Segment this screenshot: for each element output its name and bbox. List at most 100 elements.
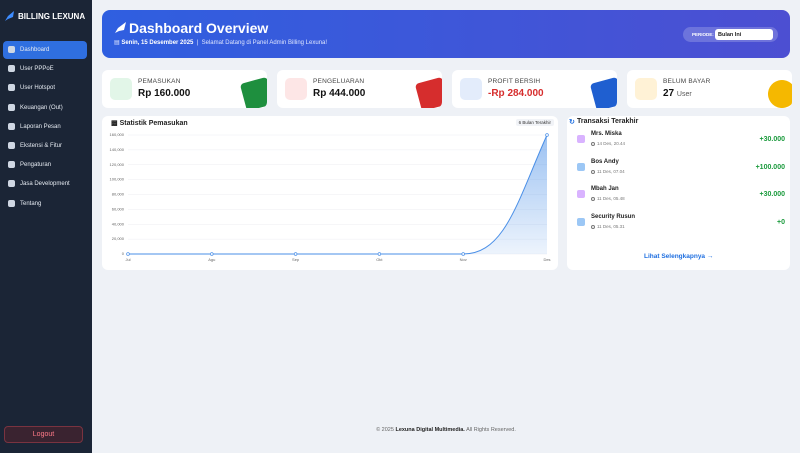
sidebar: BILLING LEXUNA Dashboard User PPPoE User H… [0,0,92,453]
transaction-time: 11 Des, 07.04 [597,168,625,174]
menu-icon [8,161,15,169]
transaction-icon [577,162,585,171]
point [126,252,130,256]
menu-label: Keuangan (Out) [20,104,63,111]
x-tick-label: Des [543,257,550,262]
point [377,252,382,256]
menu-item[interactable]: Laporan Pesan [3,118,87,136]
stat-value: 27 User [663,88,692,99]
stat-value: Rp 160.000 [138,88,190,99]
menu-item[interactable]: Dashboard [3,41,87,59]
header-date: Senin, 15 Desember 2025 [121,40,194,46]
transaction-clock [591,169,595,174]
transaction-name: Mrs. Miska [591,131,622,137]
stat-decoration [239,76,267,108]
point [545,133,549,137]
stat-number: -Rp 284.000 [488,88,544,99]
transaction: Mrs. Miska 14 Des, 20.44 +30.000 [575,128,785,154]
y-tick-label: 120,000 [110,162,125,167]
menu-label: User Hotspot [20,85,56,92]
menu-item[interactable]: User PPPoE [3,60,87,78]
transaction-amount: +30.000 [759,191,786,199]
x-tick-label: Sep [292,257,300,262]
menu-label: Tentang [20,200,42,207]
stat-card: PROFIT BERSIH -Rp 284.000 [452,70,617,108]
menu-item[interactable]: Pengaturan [3,156,87,174]
menu-label: Jasa Development [20,181,70,188]
transactions-card: ↻ Transaksi Terakhir Mrs. Miska 14 Des, 2… [567,116,790,270]
y-tick-label: 20,000 [112,236,125,241]
transaction-icon [577,135,585,143]
transaction-time: 14 Des, 20.44 [597,141,626,146]
transaction-clock [591,225,595,230]
transaction-amount: +0 [777,219,785,227]
stat-decoration [764,76,792,108]
stat-label: PROFIT BERSIH [488,78,541,85]
period-select[interactable]: Bulan Ini [715,29,773,40]
brand: BILLING LEXUNA [18,12,86,21]
y-tick-label: 0 [122,251,125,256]
chart-badge: 6 Bulan Terakhir [515,119,554,126]
logo [5,11,14,21]
point [461,252,465,256]
x-tick-label: Nov [460,257,467,262]
more-link[interactable]: Lihat Selengkapnya → [644,253,714,260]
stat-number: Rp 160.000 [138,88,191,99]
transaction-amount: +30.000 [759,136,786,143]
header: Dashboard Overview ▤ Senin, 15 Desember … [102,10,790,58]
stat-icon [460,78,482,100]
area [128,135,547,254]
stat-label: PENGELUARAN [313,78,365,85]
transaction: Mbah Jan 11 Des, 05.48 +30.000 [575,183,785,209]
x-tick-label: Jul [125,257,130,262]
menu-icon [8,103,15,111]
stat-number: 27 [663,88,675,99]
stat-icon [110,78,132,100]
stat-icon [285,78,307,100]
y-tick-label: 100,000 [110,177,125,182]
menu-label: Ekstensi & Fitur [20,143,63,149]
menu-label: User PPPoE [20,66,54,73]
rocket-icon [115,22,126,33]
transaction-name: Bos Andy [591,158,619,165]
transaction-clock [591,142,595,146]
stat-card: PENGELUARAN Rp 444.000 [277,70,442,108]
transaction-icon [577,190,585,199]
transaction-amount: +100.000 [755,163,785,171]
menu-item[interactable]: Tentang [3,195,87,213]
menu-icon [8,142,15,149]
transaction: Bos Andy 11 Des, 07.04 +100.000 [575,156,785,182]
menu-item[interactable]: Keuangan (Out) [3,99,87,117]
menu-icon [8,180,15,188]
logout-label: Logout [32,431,55,438]
menu-item[interactable]: Jasa Development [3,175,87,193]
menu-icon [8,46,15,53]
y-tick-label: 160,000 [110,132,125,137]
header-sub: ▤ Senin, 15 Desember 2025 | Selamat Data… [114,40,328,46]
transaction-name: Security Rusun [591,214,636,221]
stat-decoration [414,76,442,108]
menu-item[interactable]: Ekstensi & Fitur [3,137,87,155]
transaction-icon [577,218,585,227]
menu-label: Pengaturan [20,162,52,169]
y-tick-label: 40,000 [112,221,125,226]
menu-icon [8,65,15,73]
transactions-icon: ↻ [569,119,575,126]
transactions-title: Transaksi Terakhir [577,118,639,125]
footer-suffix: All Rights Reserved. [466,427,516,433]
stat-icon [635,78,657,100]
point [210,252,214,256]
stat-label: PEMASUKAN [138,78,181,85]
menu-icon [8,84,15,92]
menu-item[interactable]: User Hotspot [3,79,87,97]
line [128,134,548,255]
more-label: Lihat Selengkapnya [644,253,706,260]
transaction-name: Mbah Jan [591,186,619,193]
stat-decoration [589,76,617,108]
transaction-time: 11 Des, 05.48 [597,196,625,202]
x-tick-label: Agu [208,257,215,262]
stat-label: BELUM BAYAR [663,78,711,85]
logout-button[interactable]: Logout [4,426,83,443]
y-tick-label: 140,000 [110,147,125,152]
